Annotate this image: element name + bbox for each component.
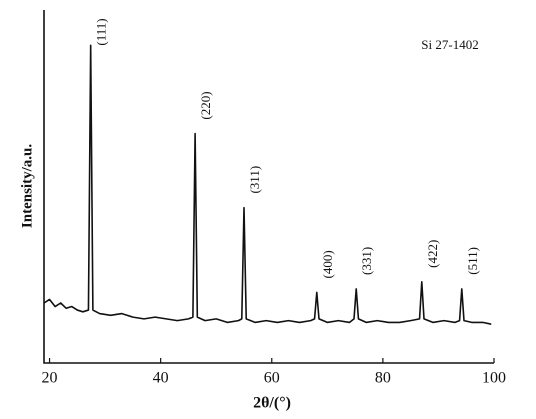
peak-label: (400) (320, 250, 335, 278)
peak-label: (311) (247, 166, 262, 194)
x-axis-label: 2θ/(°) (253, 395, 291, 412)
x-tick-label: 60 (264, 370, 280, 387)
x-tick-label: 100 (482, 370, 506, 387)
x-tick-label: 20 (42, 370, 58, 387)
peak-label: (422) (425, 240, 440, 268)
xrd-line (43, 44, 492, 325)
x-tick-label: 80 (375, 370, 391, 387)
peak-label: (220) (198, 91, 213, 119)
y-axis-label: Intensity/a.u. (19, 144, 35, 228)
peak-label: (111) (94, 18, 109, 45)
annotation: Si 27-1402 (421, 37, 478, 52)
peak-label: (331) (359, 247, 374, 275)
peak-label: (511) (465, 247, 480, 275)
x-tick-label: 40 (153, 370, 169, 387)
axes (43, 10, 494, 364)
